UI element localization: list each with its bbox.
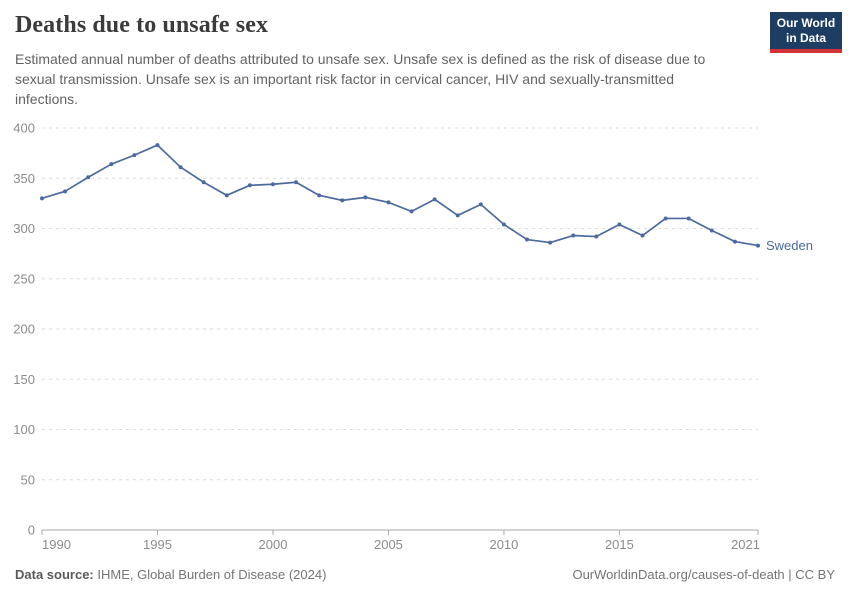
data-point[interactable]	[386, 200, 391, 205]
x-tick-label: 1995	[143, 537, 172, 552]
data-point[interactable]	[525, 237, 530, 242]
line-chart: 0 50 100 150 200 250 300 350 400 1990 1995 2000 2005…	[13, 121, 813, 553]
chart-title: Deaths due to unsafe sex	[15, 12, 269, 38]
data-point[interactable]	[478, 202, 483, 207]
data-point[interactable]	[617, 222, 622, 227]
data-point[interactable]	[132, 153, 137, 158]
owid-credit-link[interactable]: OurWorldinData.org/causes-of-death | CC …	[572, 567, 835, 582]
data-point[interactable]	[224, 193, 229, 198]
data-point[interactable]	[340, 198, 345, 203]
data-point[interactable]	[571, 233, 576, 238]
data-point[interactable]	[756, 243, 760, 248]
owid-logo-line1: Our World	[776, 16, 836, 30]
data-point[interactable]	[663, 216, 668, 221]
data-source-text: IHME, Global Burden of Disease (2024)	[93, 567, 327, 582]
y-tick-label: 50	[21, 472, 35, 487]
owid-logo-line2: in Data	[785, 31, 826, 45]
data-point[interactable]	[247, 183, 252, 188]
y-tick-label: 350	[13, 171, 35, 186]
x-tick-label: 2010	[489, 537, 518, 552]
data-point[interactable]	[409, 209, 414, 214]
data-point[interactable]	[686, 216, 691, 221]
x-tick-label: 1990	[42, 537, 71, 552]
data-point[interactable]	[317, 193, 322, 198]
data-point[interactable]	[270, 182, 275, 187]
data-point[interactable]	[86, 175, 91, 180]
data-point[interactable]	[501, 222, 506, 227]
data-point[interactable]	[709, 228, 714, 233]
data-point[interactable]	[201, 180, 206, 185]
data-point[interactable]	[594, 234, 599, 239]
data-point[interactable]	[178, 165, 183, 170]
y-tick-label: 400	[13, 121, 35, 136]
y-tick-label: 0	[28, 523, 35, 538]
y-tick-label: 200	[13, 322, 35, 337]
data-point[interactable]	[548, 240, 553, 245]
series-label-sweden[interactable]: Sweden	[766, 238, 813, 253]
y-tick-label: 250	[13, 271, 35, 286]
data-point[interactable]	[732, 239, 737, 244]
owid-logo[interactable]: Our World in Data	[770, 12, 842, 53]
x-tick-label: 2000	[259, 537, 288, 552]
data-point[interactable]	[294, 180, 299, 185]
chart-footer: Data source: IHME, Global Burden of Dise…	[15, 567, 835, 582]
data-point[interactable]	[455, 213, 460, 218]
y-tick-label: 300	[13, 221, 35, 236]
data-point[interactable]	[363, 195, 368, 200]
data-point[interactable]	[40, 196, 44, 201]
data-point[interactable]	[63, 189, 68, 194]
data-point[interactable]	[109, 162, 114, 167]
chart-subtitle: Estimated annual number of deaths attrib…	[15, 51, 706, 107]
series-line-sweden[interactable]	[41, 144, 759, 247]
data-point[interactable]	[155, 143, 160, 148]
x-tick-label: 2015	[605, 537, 634, 552]
data-source-label: Data source:	[15, 567, 94, 582]
x-tick-label: 2021	[731, 537, 760, 552]
y-tick-label: 150	[13, 372, 35, 387]
data-point[interactable]	[432, 197, 437, 202]
data-point[interactable]	[640, 233, 645, 238]
x-tick-label: 2005	[374, 537, 403, 552]
y-tick-label: 100	[13, 422, 35, 437]
data-source: Data source: IHME, Global Burden of Dise…	[15, 567, 326, 582]
